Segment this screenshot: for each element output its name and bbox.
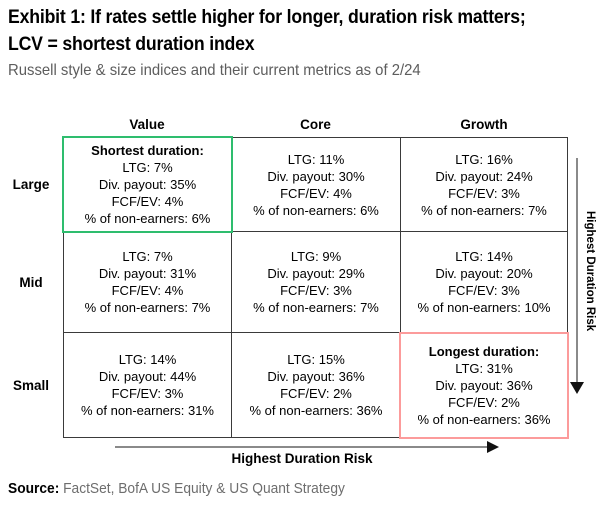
- metric-non-earners: % of non-earners: 10%: [417, 300, 551, 315]
- exhibit-title-line2: LCV = shortest duration index: [8, 34, 255, 55]
- row-header-mid: Mid: [19, 275, 43, 290]
- right-axis-arrow-line: [576, 158, 578, 384]
- metric-ltg: LTG: 7%: [122, 160, 173, 175]
- metric-ltg: LTG: 14%: [455, 249, 513, 264]
- metric-fcf-ev: FCF/EV: 2%: [448, 394, 520, 410]
- matrix-cell-small-value: LTG: 14% Div. payout: 44% FCF/EV: 3% % o…: [64, 333, 232, 437]
- column-header-value: Value: [129, 117, 165, 132]
- column-header-growth: Growth: [460, 117, 508, 132]
- metric-div-payout: Div. payout: 36%: [267, 369, 365, 384]
- source-label: Source:: [8, 481, 60, 497]
- metric-div-payout: Div. payout: 20%: [435, 266, 533, 281]
- exhibit-title-line1: Exhibit 1: If rates settle higher for lo…: [8, 7, 526, 28]
- right-arrow-icon: [487, 441, 499, 453]
- metric-non-earners: % of non-earners: 36%: [417, 411, 551, 427]
- metric-div-payout: Div. payout: 44%: [98, 369, 197, 384]
- metric-ltg: LTG: 16%: [455, 151, 513, 167]
- metric-div-payout: Div. payout: 30%: [267, 168, 365, 184]
- bottom-axis-arrow-line: [115, 446, 489, 448]
- metric-fcf-ev: FCF/EV: 3%: [280, 283, 352, 298]
- metric-non-earners: % of non-earners: 7%: [84, 300, 211, 315]
- matrix-cell-mid-value: LTG: 7% Div. payout: 31% FCF/EV: 4% % of…: [64, 232, 232, 333]
- source-text: FactSet, BofA US Equity & US Quant Strat…: [59, 481, 345, 497]
- metric-non-earners: % of non-earners: 7%: [253, 300, 379, 315]
- row-header-large: Large: [12, 177, 50, 192]
- metric-non-earners: % of non-earners: 6%: [84, 211, 211, 226]
- matrix-cell-small-growth: Longest duration: LTG: 31% Div. payout: …: [401, 333, 567, 437]
- metric-non-earners: % of non-earners: 7%: [421, 202, 547, 218]
- metric-fcf-ev: FCF/EV: 2%: [280, 386, 352, 401]
- metric-div-payout: Div. payout: 36%: [435, 377, 533, 393]
- matrix-cell-mid-core: LTG: 9% Div. payout: 29% FCF/EV: 3% % of…: [232, 232, 401, 333]
- metric-div-payout: Div. payout: 29%: [267, 266, 365, 281]
- matrix-cell-mid-growth: LTG: 14% Div. payout: 20% FCF/EV: 3% % o…: [401, 232, 567, 333]
- bottom-axis-label: Highest Duration Risk: [231, 451, 373, 466]
- down-arrow-icon: [570, 382, 584, 394]
- row-header-small: Small: [12, 378, 50, 393]
- column-header-core: Core: [300, 117, 331, 132]
- matrix-cell-large-core: LTG: 11% Div. payout: 30% FCF/EV: 4% % o…: [232, 138, 401, 232]
- metric-fcf-ev: FCF/EV: 3%: [448, 283, 520, 298]
- cell-highlight-title: Longest duration:: [428, 343, 540, 359]
- cell-highlight-title: Shortest duration:: [91, 143, 204, 158]
- metric-div-payout: Div. payout: 35%: [98, 177, 197, 192]
- right-axis-label: Highest Duration Risk: [584, 210, 596, 332]
- metric-fcf-ev: FCF/EV: 3%: [111, 386, 184, 401]
- matrix-cell-large-value: Shortest duration: LTG: 7% Div. payout: …: [64, 138, 232, 232]
- matrix-cell-large-growth: LTG: 16% Div. payout: 24% FCF/EV: 3% % o…: [401, 138, 567, 232]
- metric-ltg: LTG: 14%: [118, 352, 177, 367]
- matrix-cell-small-core: LTG: 15% Div. payout: 36% FCF/EV: 2% % o…: [232, 333, 401, 437]
- metric-fcf-ev: FCF/EV: 4%: [111, 194, 184, 209]
- metric-ltg: LTG: 9%: [290, 249, 342, 264]
- metric-fcf-ev: FCF/EV: 3%: [448, 185, 520, 201]
- metric-ltg: LTG: 31%: [455, 360, 513, 376]
- metric-fcf-ev: FCF/EV: 4%: [280, 185, 352, 201]
- style-size-matrix: Shortest duration: LTG: 7% Div. payout: …: [63, 137, 568, 438]
- metric-non-earners: % of non-earners: 36%: [249, 403, 383, 418]
- exhibit-subtitle: Russell style & size indices and their c…: [8, 62, 421, 79]
- metric-ltg: LTG: 11%: [287, 151, 345, 167]
- metric-div-payout: Div. payout: 31%: [98, 266, 197, 281]
- metric-ltg: LTG: 7%: [122, 249, 173, 264]
- metric-non-earners: % of non-earners: 6%: [253, 202, 379, 218]
- metric-fcf-ev: FCF/EV: 4%: [111, 283, 184, 298]
- metric-div-payout: Div. payout: 24%: [435, 168, 533, 184]
- source-line: Source: FactSet, BofA US Equity & US Qua…: [8, 481, 345, 497]
- metric-non-earners: % of non-earners: 31%: [81, 403, 214, 418]
- metric-ltg: LTG: 15%: [287, 352, 345, 367]
